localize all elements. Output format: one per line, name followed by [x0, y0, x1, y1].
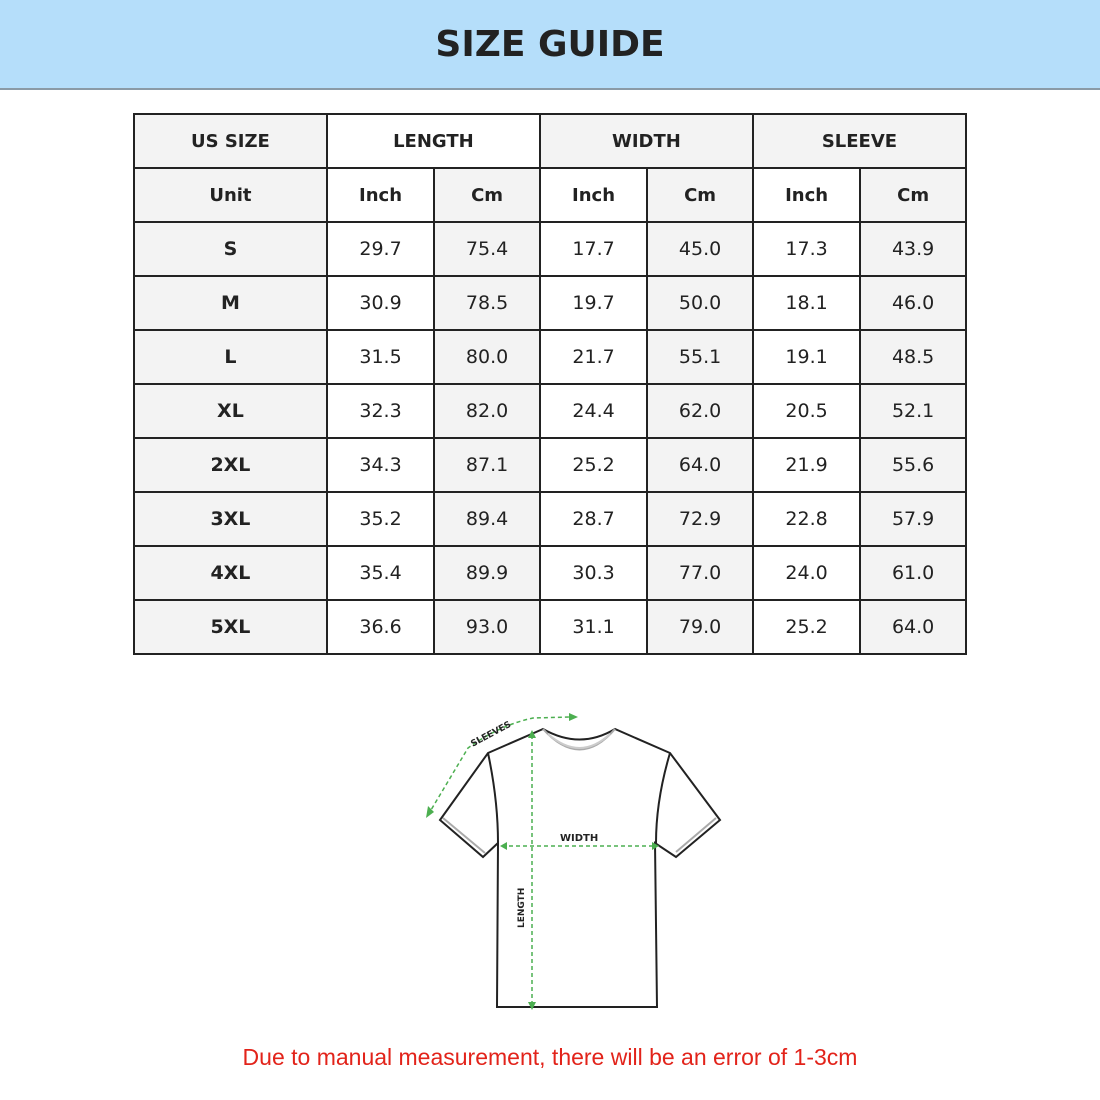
measurement-cell: 25.2: [538, 437, 649, 493]
measurement-cell: 31.1: [538, 599, 649, 655]
size-cell: 5XL: [133, 599, 328, 655]
measurement-cell: 18.1: [751, 275, 862, 331]
measurement-cell: 29.7: [325, 221, 436, 277]
measurement-cell: 64.0: [859, 599, 967, 655]
measurement-cell: 17.7: [538, 221, 649, 277]
table-row: XL 32.3 82.0 24.4 62.0 20.5 52.1: [133, 383, 967, 439]
measurement-cell: 55.1: [646, 329, 754, 385]
measurement-cell: 31.5: [325, 329, 436, 385]
measurement-cell: 20.5: [751, 383, 862, 439]
measurement-cell: 32.3: [325, 383, 436, 439]
measurement-cell: 48.5: [859, 329, 967, 385]
length-label: LENGTH: [517, 888, 527, 928]
measure-lines: [427, 716, 657, 1006]
measurement-cell: 19.1: [751, 329, 862, 385]
measurement-cell: 21.9: [751, 437, 862, 493]
measurement-cell: 43.9: [859, 221, 967, 277]
size-cell: L: [133, 329, 328, 385]
measurement-cell: 77.0: [646, 545, 754, 601]
header-us-size: US SIZE: [133, 113, 328, 169]
measurement-cell: 72.9: [646, 491, 754, 547]
header-sleeve: SLEEVE: [751, 113, 968, 169]
measurement-cell: 55.6: [859, 437, 967, 493]
measurement-cell: 75.4: [433, 221, 541, 277]
measurement-cell: 80.0: [433, 329, 541, 385]
header-width: WIDTH: [538, 113, 754, 169]
unit-sleeve-inch: Inch: [751, 167, 862, 223]
size-cell: 3XL: [133, 491, 328, 547]
size-cell: XL: [133, 383, 328, 439]
measurement-cell: 79.0: [646, 599, 754, 655]
size-cell: 4XL: [133, 545, 328, 601]
measurement-cell: 64.0: [646, 437, 754, 493]
size-table: US SIZE LENGTH WIDTH SLEEVE Unit Inch Cm…: [133, 113, 968, 655]
unit-row: Unit Inch Cm Inch Cm Inch Cm: [133, 167, 967, 223]
unit-width-cm: Cm: [646, 167, 754, 223]
measurement-cell: 78.5: [433, 275, 541, 331]
measurement-cell: 52.1: [859, 383, 967, 439]
measurement-cell: 89.9: [433, 545, 541, 601]
measurement-cell: 36.6: [325, 599, 436, 655]
size-cell: M: [133, 275, 328, 331]
unit-sleeve-cm: Cm: [859, 167, 967, 223]
table-row: M 30.9 78.5 19.7 50.0 18.1 46.0: [133, 275, 967, 331]
measurement-cell: 24.0: [751, 545, 862, 601]
table-row: 2XL 34.3 87.1 25.2 64.0 21.9 55.6: [133, 437, 967, 493]
measurement-cell: 30.3: [538, 545, 649, 601]
measurement-cell: 17.3: [751, 221, 862, 277]
measurement-cell: 62.0: [646, 383, 754, 439]
table-row: 4XL 35.4 89.9 30.3 77.0 24.0 61.0: [133, 545, 967, 601]
measurement-cell: 30.9: [325, 275, 436, 331]
group-header-row: US SIZE LENGTH WIDTH SLEEVE: [133, 113, 968, 169]
tshirt-diagram: SLEEVES WIDTH LENGTH: [426, 713, 722, 1010]
measurement-cell: 22.8: [751, 491, 862, 547]
unit-length-inch: Inch: [325, 167, 436, 223]
page-title: SIZE GUIDE: [435, 23, 665, 65]
size-cell: 2XL: [133, 437, 328, 493]
table-row: 5XL 36.6 93.0 31.1 79.0 25.2 64.0: [133, 599, 967, 655]
measurement-cell: 21.7: [538, 329, 649, 385]
measurement-cell: 46.0: [859, 275, 967, 331]
measurement-cell: 24.4: [538, 383, 649, 439]
header-length: LENGTH: [325, 113, 541, 169]
measurement-cell: 45.0: [646, 221, 754, 277]
arrowheads: [426, 713, 659, 1010]
title-banner: SIZE GUIDE: [0, 0, 1100, 90]
measurement-cell: 87.1: [433, 437, 541, 493]
measurement-cell: 61.0: [859, 545, 967, 601]
measurement-cell: 25.2: [751, 599, 862, 655]
unit-width-inch: Inch: [538, 167, 649, 223]
measurement-cell: 93.0: [433, 599, 541, 655]
unit-label: Unit: [133, 167, 328, 223]
measurement-cell: 57.9: [859, 491, 967, 547]
measurement-cell: 28.7: [538, 491, 649, 547]
measurement-cell: 89.4: [433, 491, 541, 547]
unit-length-cm: Cm: [433, 167, 541, 223]
size-cell: S: [133, 221, 328, 277]
measurement-cell: 34.3: [325, 437, 436, 493]
measurement-note: Due to manual measurement, there will be…: [242, 1044, 858, 1070]
table-row: 3XL 35.2 89.4 28.7 72.9 22.8 57.9: [133, 491, 967, 547]
table-row: S 29.7 75.4 17.7 45.0 17.3 43.9: [133, 221, 967, 277]
width-label: WIDTH: [560, 833, 598, 844]
table-row: L 31.5 80.0 21.7 55.1 19.1 48.5: [133, 329, 967, 385]
measurement-cell: 35.4: [325, 545, 436, 601]
measurement-cell: 82.0: [433, 383, 541, 439]
measurement-cell: 19.7: [538, 275, 649, 331]
measurement-cell: 35.2: [325, 491, 436, 547]
measurement-cell: 50.0: [646, 275, 754, 331]
tshirt-outline-icon: [438, 727, 722, 1008]
